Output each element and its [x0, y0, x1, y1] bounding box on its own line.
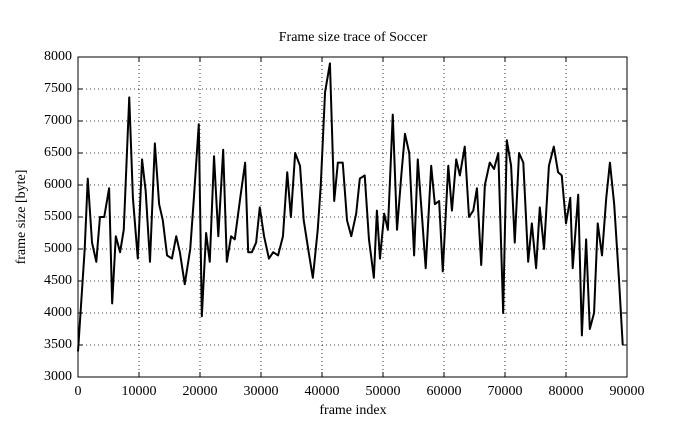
data-line: [77, 62, 624, 352]
x-tick-label: 20000: [183, 384, 218, 399]
y-tick-label: 6000: [44, 177, 72, 192]
x-tick-label: 0: [75, 384, 82, 399]
y-tick-label: 5000: [44, 241, 72, 256]
x-tick-label: 30000: [244, 384, 279, 399]
x-tick-label: 40000: [305, 384, 340, 399]
y-tick-label: 4000: [44, 305, 72, 320]
y-tick-label: 7000: [44, 113, 72, 128]
y-tick-label: 7500: [44, 81, 72, 96]
y-tick-label: 5500: [44, 209, 72, 224]
y-tick-label: 8000: [44, 49, 72, 64]
chart-title: Frame size trace of Soccer: [279, 30, 428, 45]
y-axis-label: frame size [byte]: [14, 170, 29, 265]
y-tick-label: 3000: [44, 369, 72, 384]
plot-frame: [77, 56, 628, 378]
y-tick-label: 6500: [44, 145, 72, 160]
x-axis-label: frame index: [319, 403, 386, 418]
x-tick-label: 90000: [610, 384, 645, 399]
y-tick-label: 3500: [44, 337, 72, 352]
x-tick-label: 60000: [427, 384, 462, 399]
x-tick-label: 70000: [488, 384, 523, 399]
x-tick-label: 10000: [122, 384, 157, 399]
x-tick-label: 80000: [549, 384, 584, 399]
x-tick-label: 50000: [366, 384, 401, 399]
y-tick-label: 4500: [44, 273, 72, 288]
